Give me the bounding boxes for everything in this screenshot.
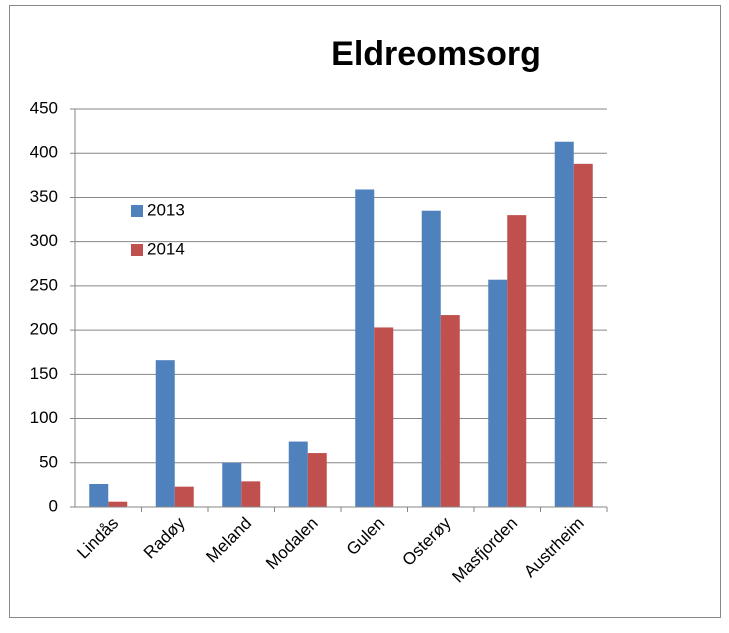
bar	[108, 501, 128, 507]
bar	[307, 453, 327, 507]
bar	[155, 360, 175, 507]
y-tick-label: 100	[30, 408, 58, 427]
bar	[288, 441, 308, 507]
y-tick-label: 50	[39, 452, 58, 471]
bar	[222, 462, 242, 507]
y-tick-label: 300	[30, 231, 58, 250]
bar	[89, 484, 109, 507]
legend-swatch	[131, 244, 143, 256]
bar	[440, 315, 460, 507]
bar	[573, 163, 593, 507]
bar	[507, 215, 527, 507]
bar	[174, 486, 194, 507]
bar	[374, 327, 394, 507]
bar	[355, 189, 375, 508]
y-tick-label: 0	[49, 496, 58, 515]
bar	[421, 210, 441, 507]
chart-title: Eldreomsorg	[331, 35, 541, 73]
y-tick-label: 350	[30, 187, 58, 206]
y-tick-label: 250	[30, 275, 58, 294]
y-tick-label: 150	[30, 364, 58, 383]
legend-label: 2014	[147, 239, 185, 258]
legend-label: 2013	[147, 200, 185, 219]
legend-swatch	[131, 205, 143, 217]
y-tick-label: 450	[30, 98, 58, 117]
bar	[241, 481, 261, 507]
y-tick-label: 400	[30, 143, 58, 162]
bar	[554, 141, 574, 508]
y-tick-label: 200	[30, 320, 58, 339]
bar	[488, 279, 508, 507]
